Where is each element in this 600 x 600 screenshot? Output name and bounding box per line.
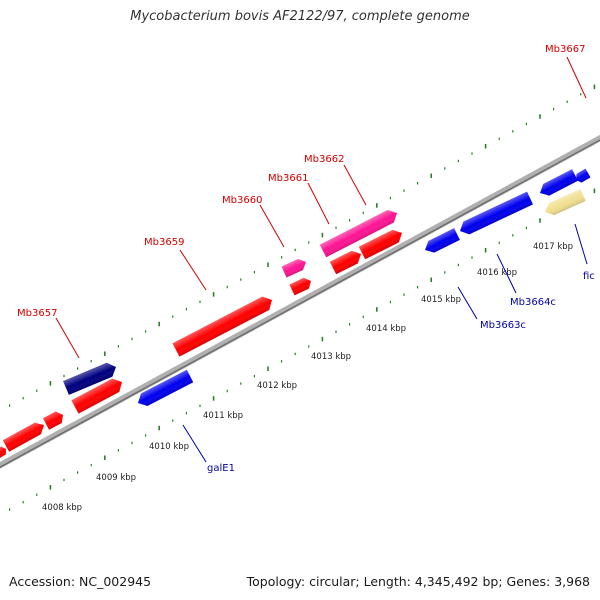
gene-features xyxy=(0,168,591,459)
label-leader-line xyxy=(182,424,207,463)
gene-label-forward[interactable]: Mb3660 xyxy=(222,195,262,206)
ruler-label: 4010 kbp xyxy=(149,442,189,452)
gene-block-forward[interactable] xyxy=(358,227,405,260)
ruler-tick-labels: 4008 kbp 4009 kbp 4010 kbp 4011 kbp 4012 kbp… xyxy=(42,242,573,513)
gene-block-forward-shade xyxy=(0,446,6,459)
gene-block-reverse[interactable] xyxy=(573,168,591,185)
label-leader-line xyxy=(496,253,517,294)
gene-block-forward-shade xyxy=(71,378,122,414)
label-leader-line xyxy=(343,164,367,206)
gene-label-reverse[interactable]: Mb3663c xyxy=(480,320,526,331)
genome-backbone xyxy=(0,134,600,469)
gene-block-mb3662[interactable] xyxy=(319,207,400,258)
gene-block-mb3659[interactable] xyxy=(172,293,276,357)
gene-block-forward-shade xyxy=(358,229,402,260)
label-leader-line xyxy=(307,182,330,225)
label-leader-line xyxy=(457,286,478,320)
accession-text: Accession: NC_002945 xyxy=(9,574,152,589)
gene-block-mb3660[interactable] xyxy=(281,257,309,278)
gene-label-forward[interactable]: Mb3657 xyxy=(17,308,57,319)
gene-label-forward[interactable]: Mb3667 xyxy=(545,44,585,55)
gene-block-reverse-shade xyxy=(576,168,591,183)
gene-block-mb3664c-shade xyxy=(460,191,533,235)
label-leader-line xyxy=(179,249,207,291)
gene-block-mb3661[interactable] xyxy=(329,248,364,275)
gene-block-mb3660-shade xyxy=(281,259,307,278)
gene-block-reverse-shade xyxy=(540,169,578,196)
gene-label-reverse[interactable]: fic xyxy=(583,271,595,282)
gene-label-forward[interactable]: Mb3662 xyxy=(304,154,344,165)
gene-block-forward[interactable] xyxy=(71,375,125,414)
ruler-label: 4017 kbp xyxy=(533,242,573,252)
outer-tick-ruler xyxy=(9,84,596,407)
gene-block-mb3657[interactable] xyxy=(63,360,119,395)
label-leader-line xyxy=(55,317,80,359)
ruler-label: 4011 kbp xyxy=(203,411,243,421)
ruler-label: 4016 kbp xyxy=(477,268,517,278)
ruler-label: 4009 kbp xyxy=(96,473,136,483)
gene-block-mb3662-shade xyxy=(319,209,398,258)
label-leader-line xyxy=(566,56,587,99)
ruler-label: 4015 kbp xyxy=(421,295,461,305)
label-leader-line xyxy=(259,204,285,248)
inner-tick-ruler xyxy=(9,188,596,511)
gene-block-mb3657-shade xyxy=(63,362,117,395)
gene-label-reverse[interactable]: galE1 xyxy=(207,463,235,474)
gene-label-forward[interactable]: Mb3661 xyxy=(268,173,308,184)
gene-block-forward[interactable] xyxy=(42,409,66,430)
gene-block-reverse-shade xyxy=(138,369,194,406)
ruler-label: 4014 kbp xyxy=(366,324,406,334)
genome-summary-text: Topology: circular; Length: 4,345,492 bp… xyxy=(246,574,590,589)
gene-block-mb3663c[interactable] xyxy=(422,228,460,256)
gene-block-fic[interactable] xyxy=(542,189,586,218)
label-leader-line xyxy=(574,223,588,265)
gene-block-forward[interactable] xyxy=(2,419,47,452)
gene-block-reverse[interactable] xyxy=(135,369,194,409)
gene-block-fic-shade xyxy=(545,189,586,216)
ruler-label: 4012 kbp xyxy=(257,381,297,391)
ruler-label: 4013 kbp xyxy=(311,352,351,362)
gene-block-forward[interactable] xyxy=(0,445,8,459)
gene-block-forward-shade xyxy=(42,411,64,430)
ruler-label: 4008 kbp xyxy=(42,503,82,513)
gene-block-reverse[interactable] xyxy=(537,169,578,199)
gene-label-forward[interactable]: Mb3659 xyxy=(144,237,184,248)
gene-block-forward-shade xyxy=(2,422,45,452)
gene-block-mb3659-shade xyxy=(172,296,272,357)
gene-block-mb3663c-shade xyxy=(425,228,460,253)
genome-backbone-shadow xyxy=(0,139,600,469)
gene-block-forward[interactable] xyxy=(289,276,313,296)
label-leader-lines xyxy=(55,56,588,463)
gene-block-mb3661-shade xyxy=(329,250,362,275)
map-title: Mycobacterium bovis AF2122/97, complete … xyxy=(130,9,470,24)
gene-label-reverse[interactable]: Mb3664c xyxy=(510,297,556,308)
gene-block-forward-shade xyxy=(289,277,312,296)
gene-label-layer: Mb3657 Mb3659 Mb3660 Mb3661 Mb3662 Mb3667 galE… xyxy=(17,44,595,474)
gene-block-mb3664c[interactable] xyxy=(457,191,533,238)
